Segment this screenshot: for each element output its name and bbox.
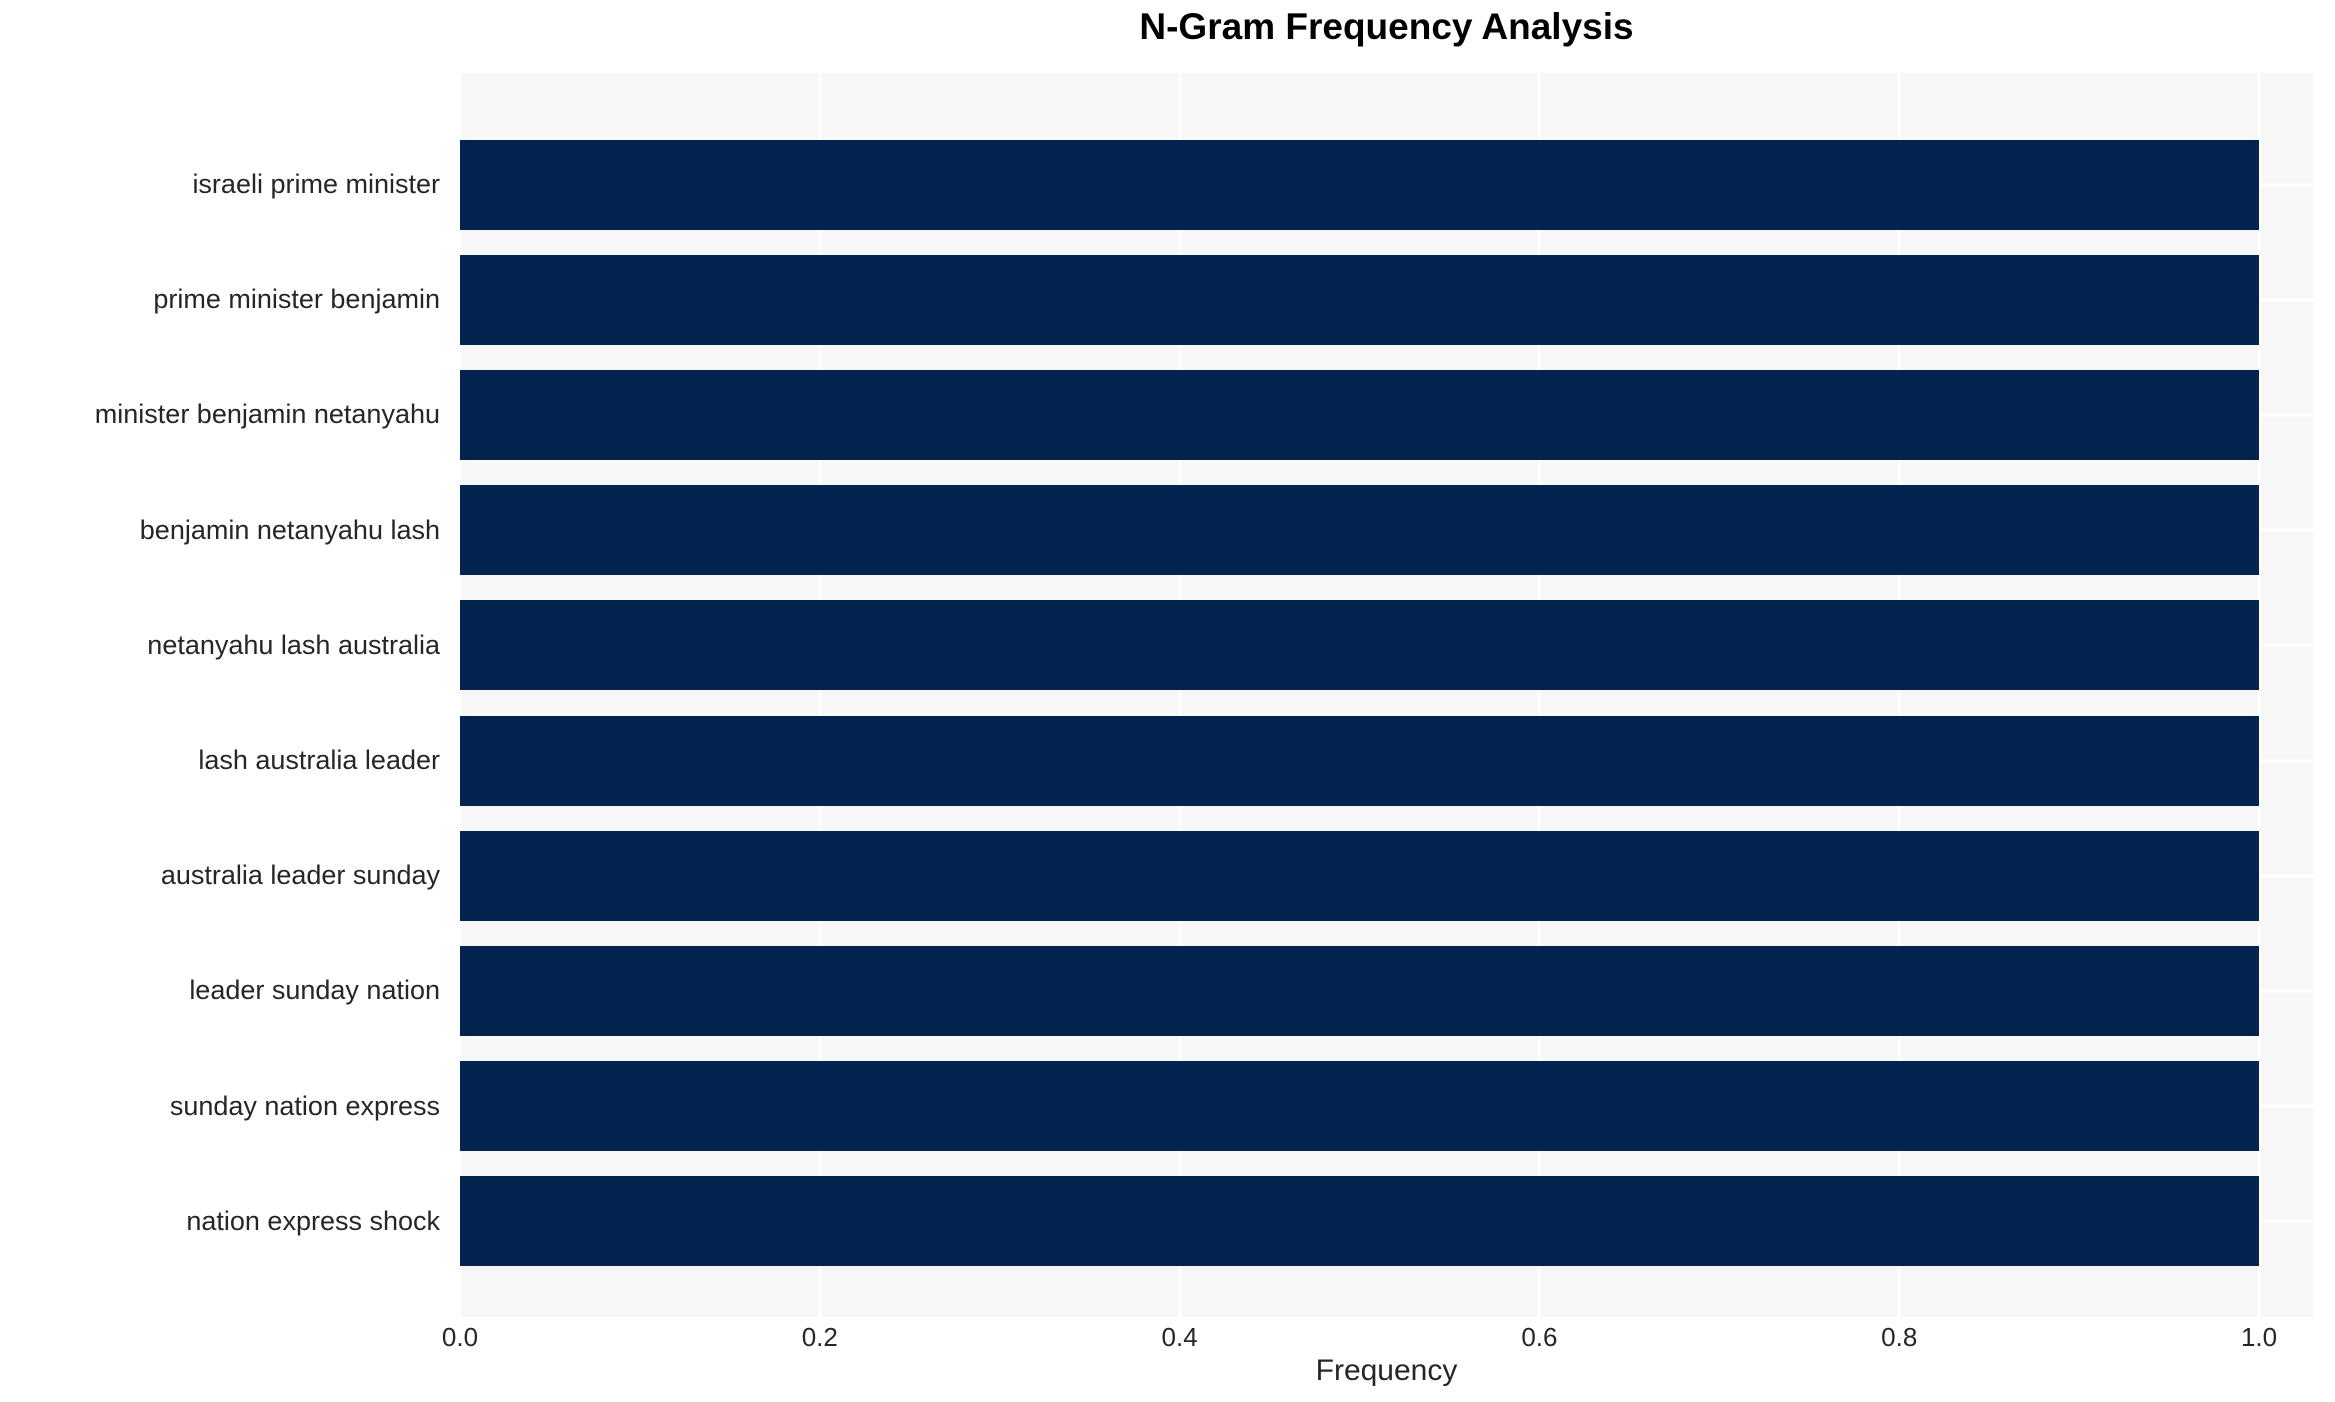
bar xyxy=(460,600,2260,691)
y-tick-label: nation express shock xyxy=(186,1205,440,1236)
y-tick-label: minister benjamin netanyahu xyxy=(94,399,440,430)
x-tick-label: 0.6 xyxy=(1521,1322,1558,1352)
y-tick-label: lash australia leader xyxy=(198,745,440,776)
bar xyxy=(460,254,2260,345)
x-axis-ticks: 0.0 0.2 0.4 0.6 0.8 1.0 xyxy=(442,1322,2313,1354)
bar xyxy=(460,830,2260,921)
bar xyxy=(460,370,2260,460)
bar xyxy=(460,715,2260,806)
x-tick-label: 1.0 xyxy=(2240,1322,2278,1352)
y-tick-label: netanyahu lash australia xyxy=(147,629,440,660)
chart-title: N-Gram Frequency Analysis xyxy=(1139,6,1634,47)
bar xyxy=(460,946,2260,1036)
y-axis-labels: israeli prime minister prime minister ben… xyxy=(0,73,450,1317)
x-tick-label: 0.4 xyxy=(1161,1322,1198,1352)
y-tick-label: australia leader sunday xyxy=(160,860,440,891)
bar xyxy=(460,139,2260,230)
y-tick-label: leader sunday nation xyxy=(189,975,440,1006)
y-tick-label: sunday nation express xyxy=(169,1090,440,1121)
gridline-vertical xyxy=(818,73,822,1317)
gridline-vertical xyxy=(2257,73,2261,1317)
x-tick-label: 0.0 xyxy=(441,1322,479,1352)
gridline-vertical xyxy=(1897,73,1901,1317)
bar xyxy=(460,1061,2260,1152)
plot-area xyxy=(460,73,2313,1317)
gridline-vertical xyxy=(460,73,462,1317)
bar xyxy=(460,1176,2260,1267)
x-axis-title: Frequency xyxy=(1315,1354,1458,1387)
x-tick-label: 0.2 xyxy=(801,1322,838,1352)
gridline-vertical xyxy=(1178,73,1182,1317)
y-tick-label: israeli prime minister xyxy=(192,169,440,200)
bar xyxy=(460,485,2260,576)
y-tick-label: benjamin netanyahu lash xyxy=(139,514,440,545)
y-tick-label: prime minister benjamin xyxy=(153,284,440,315)
gridline-vertical xyxy=(1537,73,1541,1317)
x-tick-label: 0.8 xyxy=(1881,1322,1918,1352)
